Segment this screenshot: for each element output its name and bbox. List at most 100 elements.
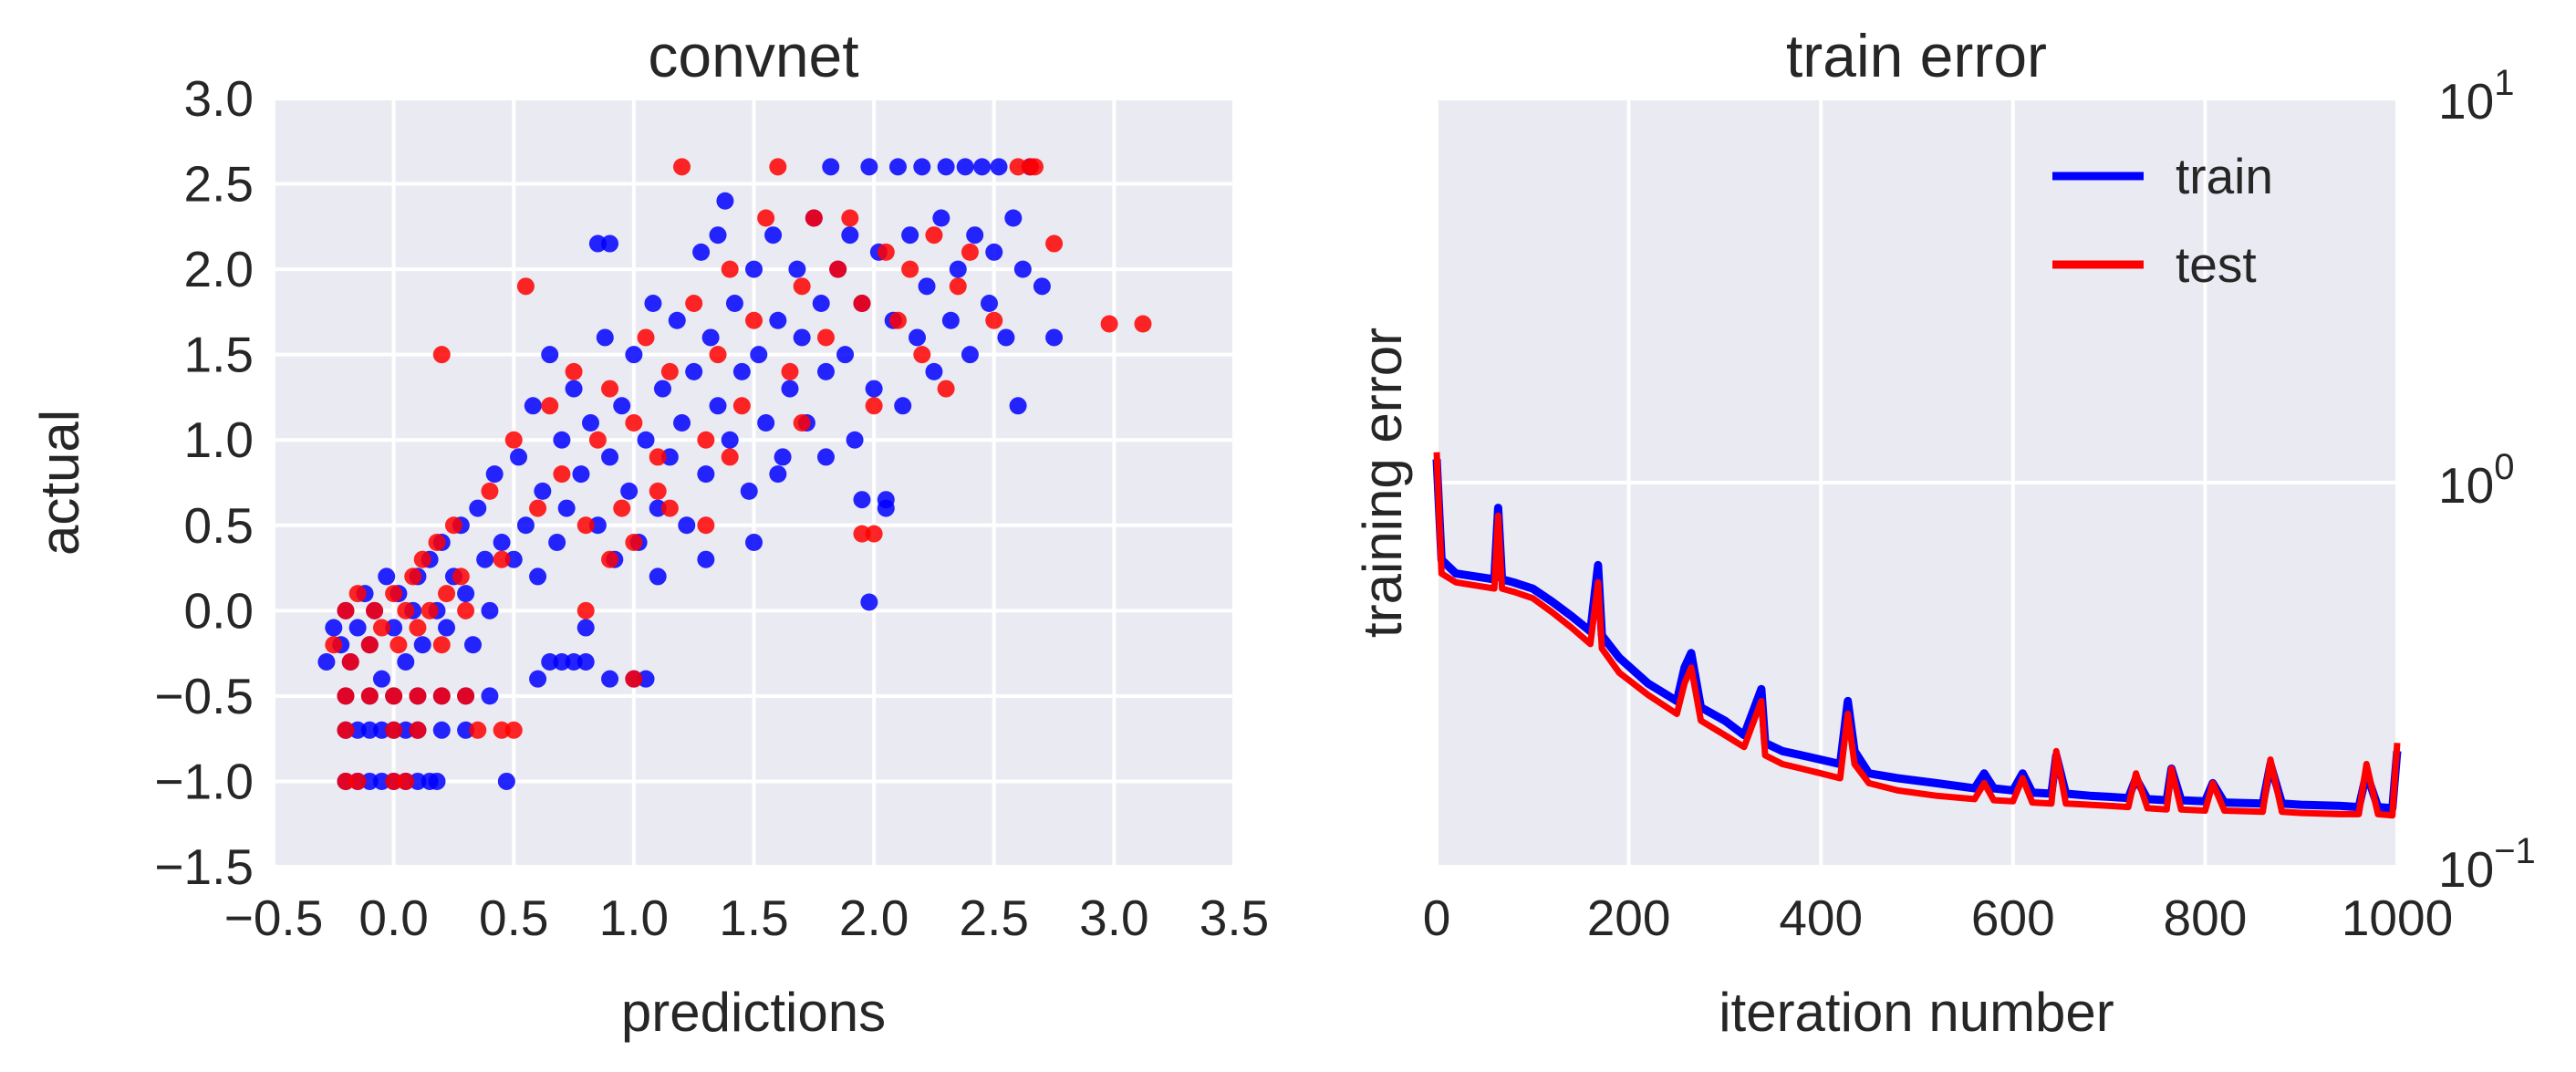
scatter-points [317, 158, 1152, 790]
scatter-point-blue [457, 585, 475, 603]
scatter-point-red [816, 328, 835, 347]
scatter-point-blue [481, 601, 499, 619]
scatter-point-red [732, 397, 751, 415]
scatter-point-red [541, 397, 559, 415]
scatter-point-blue [918, 277, 936, 296]
line-y-tick-exponent: 1 [2494, 63, 2514, 103]
scatter-point-blue [497, 772, 515, 790]
line-y-tick: 100 [2438, 447, 2514, 514]
scatter-point-blue [572, 465, 590, 484]
scatter-point-red [625, 670, 643, 688]
scatter-point-blue [678, 516, 696, 535]
scatter-point-blue [457, 721, 475, 739]
scatter-point-blue [925, 362, 943, 380]
scatter-point-blue [581, 414, 599, 432]
scatter-point-blue [553, 431, 571, 449]
scatter-point-red [877, 243, 895, 261]
scatter-point-blue [701, 328, 720, 347]
scatter-x-tick: 3.0 [1079, 890, 1148, 946]
scatter-point-blue [697, 465, 715, 484]
line-series [1432, 452, 2402, 819]
scatter-point-red [793, 277, 811, 296]
scatter-point-red [397, 601, 415, 619]
scatter-point-blue [428, 772, 446, 790]
scatter-point-blue [673, 414, 691, 432]
scatter-x-tick: −0.5 [224, 890, 324, 946]
scatter-point-red [1045, 234, 1064, 253]
scatter-point-red [504, 721, 523, 739]
scatter-point-blue [413, 636, 431, 654]
scatter-point-red [457, 601, 475, 619]
scatter-point-blue [409, 772, 427, 790]
scatter-point-red [588, 431, 607, 449]
scatter-y-tick: −0.5 [154, 668, 254, 724]
legend: train test [2052, 148, 2273, 293]
scatter-point-blue [493, 533, 511, 551]
scatter-point-red [660, 362, 679, 380]
scatter-point-blue [732, 362, 751, 380]
scatter-point-blue [588, 234, 607, 253]
scatter-point-blue [620, 482, 639, 500]
line-x-tick: 0 [1423, 890, 1451, 946]
scatter-point-blue [637, 431, 655, 449]
line-x-tick: 400 [1779, 890, 1863, 946]
scatter-point-blue [557, 499, 576, 517]
scatter-point-red [504, 431, 523, 449]
scatter-point-red [337, 687, 355, 705]
scatter-y-tick: −1.0 [154, 753, 254, 809]
scatter-point-blue [973, 158, 992, 176]
scatter-point-blue [1004, 209, 1023, 227]
scatter-x-tick-labels: −0.5 0.0 0.5 1.0 1.5 2.0 2.5 3.0 3.5 [224, 890, 1270, 946]
scatter-point-red [697, 431, 715, 449]
scatter-point-blue [649, 567, 667, 586]
scatter-point-red [985, 311, 1003, 329]
scatter-point-red [409, 619, 427, 637]
scatter-point-red [348, 772, 367, 790]
scatter-point-red [660, 499, 679, 517]
scatter-point-blue [793, 328, 811, 347]
scatter-point-blue [816, 448, 835, 466]
scatter-point-blue [637, 670, 655, 688]
scatter-point-red [348, 585, 367, 603]
scatter-point-blue [469, 499, 487, 517]
scatter-point-blue [649, 499, 667, 517]
line-x-tick: 600 [1971, 890, 2055, 946]
scatter-point-red [673, 158, 691, 176]
scatter-point-blue [588, 516, 607, 535]
scatter-point-blue [325, 619, 343, 637]
scatter-y-tick: 1.0 [184, 411, 254, 468]
scatter-point-blue [504, 550, 523, 568]
scatter-point-blue [385, 619, 403, 637]
scatter-point-blue [941, 311, 960, 329]
scatter-point-red [444, 516, 462, 535]
line-x-axis-title: iteration number [1719, 982, 2114, 1043]
scatter-point-blue [397, 652, 415, 671]
scatter-point-red [865, 525, 883, 543]
scatter-point-blue [822, 158, 840, 176]
scatter-point-red [901, 260, 919, 278]
scatter-point-red [937, 380, 955, 398]
scatter-point-blue [745, 533, 763, 551]
scatter-point-blue [625, 346, 643, 364]
scatter-point-red [949, 277, 967, 296]
line-y-tick: 101 [2438, 63, 2514, 130]
scatter-x-tick: 1.0 [599, 890, 669, 946]
scatter-point-red [438, 585, 456, 603]
line-y-tick-exponent: 0 [2494, 447, 2514, 487]
scatter-point-blue [668, 311, 686, 329]
scatter-x-tick: 0.5 [479, 890, 548, 946]
scatter-point-blue [601, 234, 619, 253]
scatter-point-red [576, 516, 595, 535]
scatter-point-blue [1013, 260, 1032, 278]
scatter-point-red [576, 601, 595, 619]
scatter-point-red [516, 277, 535, 296]
scatter-point-blue [757, 414, 775, 432]
scatter-point-blue [909, 328, 927, 347]
legend-label-train: train [2176, 148, 2273, 204]
scatter-point-blue [576, 652, 595, 671]
line-y-tick-exponent: −1 [2494, 831, 2536, 871]
scatter-point-red [757, 209, 775, 227]
scatter-point-blue [769, 311, 787, 329]
scatter-point-blue [709, 397, 727, 415]
